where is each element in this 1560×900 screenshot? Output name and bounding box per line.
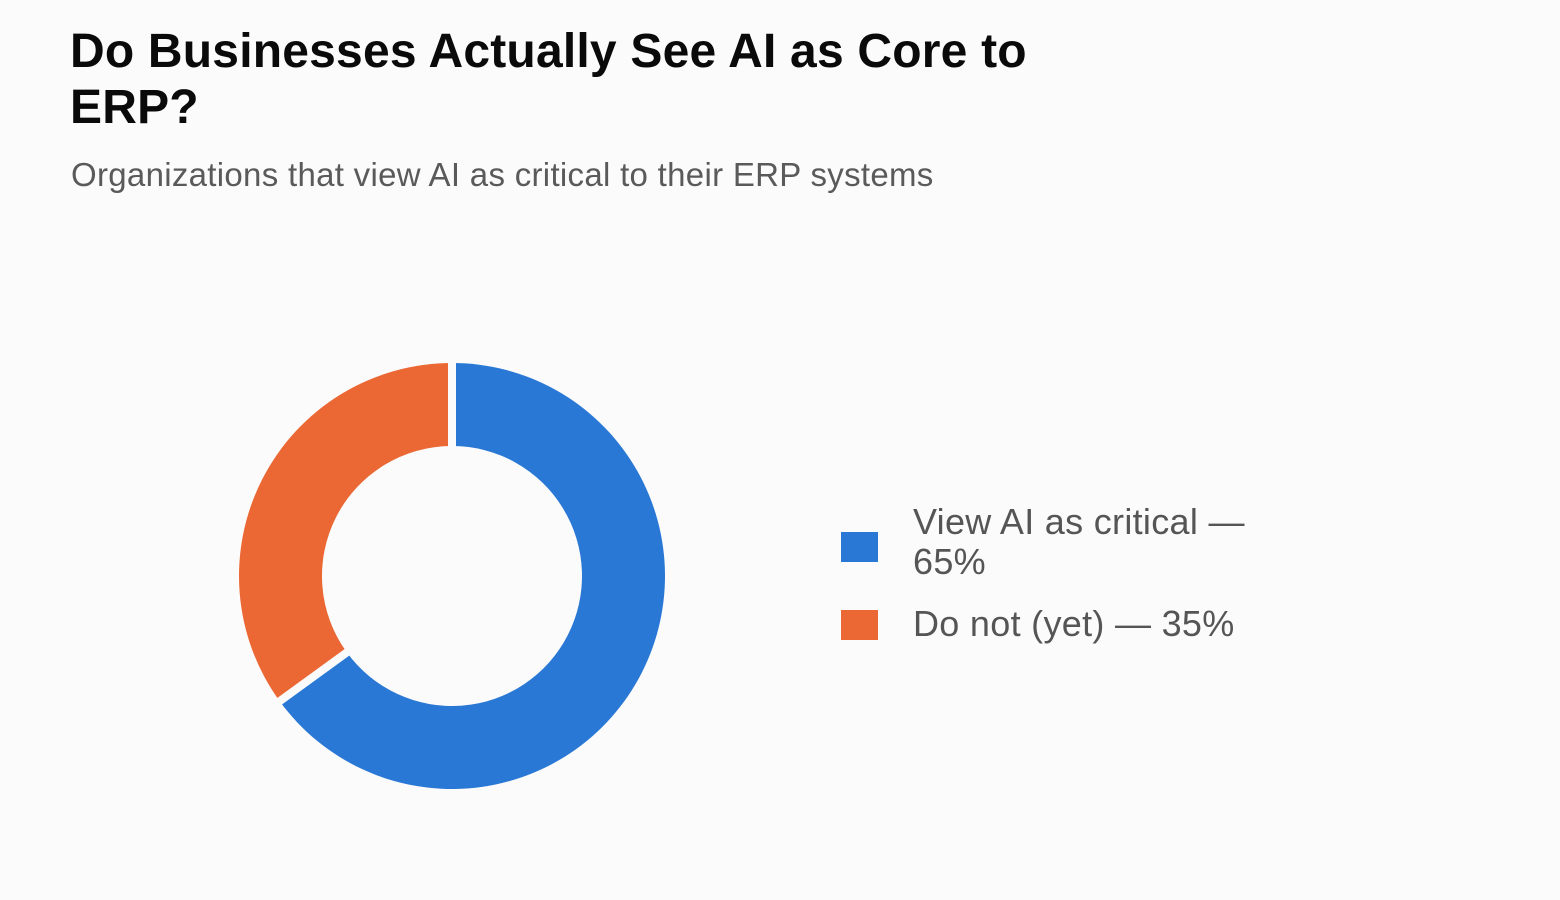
- legend-label-not-yet: Do not (yet) — 35%: [913, 603, 1235, 644]
- donut-slice-not-yet: [239, 363, 452, 702]
- legend-swatch-critical: [841, 532, 878, 562]
- slice-separator-1: [275, 648, 351, 706]
- legend-item-not-yet: Do not (yet) — 35%: [840, 604, 1300, 644]
- chart-legend: View AI as critical — 65% Do not (yet) —…: [840, 502, 1300, 666]
- legend-swatch-not-yet: [841, 610, 878, 640]
- legend-item-critical: View AI as critical — 65%: [840, 502, 1300, 582]
- donut-slice-critical: [279, 363, 665, 789]
- legend-label-critical: View AI as critical — 65%: [913, 501, 1245, 582]
- chart-subtitle: Organizations that view AI as critical t…: [71, 156, 934, 193]
- donut-slices: [239, 361, 665, 789]
- chart-title: Do Businesses Actually See AI as Core to…: [70, 25, 1027, 134]
